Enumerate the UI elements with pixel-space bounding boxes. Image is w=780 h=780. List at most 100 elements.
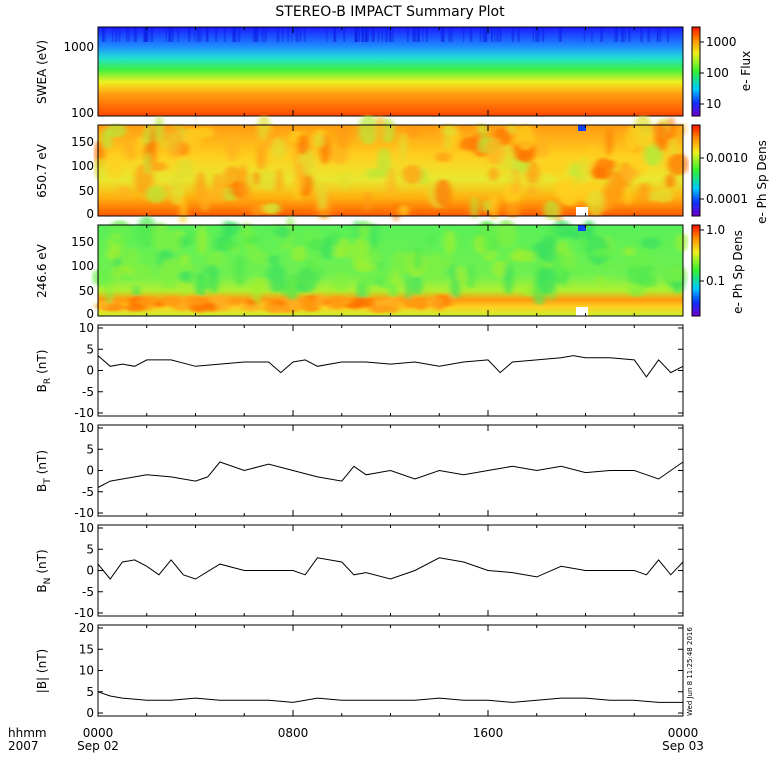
pad246-blob <box>412 276 423 296</box>
pad246-blob <box>178 262 195 272</box>
pad246-blob <box>443 229 456 254</box>
br-ytick-label: 10 <box>79 321 94 335</box>
pad650-blob <box>643 134 654 148</box>
pad246-blob <box>95 302 111 310</box>
bmag-panel: 20 15 10 5 0 |B| (nT) <box>35 621 684 720</box>
swea-streak <box>232 27 235 42</box>
swea-streak <box>303 27 306 42</box>
pad246-blob <box>105 248 121 260</box>
pad246-blob <box>372 251 379 264</box>
pad246-texture <box>91 215 689 315</box>
swea-streak <box>254 27 257 42</box>
pad246-blob <box>356 297 376 307</box>
pad246-blob <box>255 278 270 292</box>
swea-streak <box>624 27 626 42</box>
pad246-blob <box>495 219 517 249</box>
swea-streak <box>373 27 375 42</box>
swea-streak <box>614 27 617 42</box>
pad246-ytick: 50 <box>79 284 94 298</box>
pad650-blob <box>508 170 516 186</box>
swea-streak <box>628 27 631 42</box>
pad650-blob <box>560 175 582 207</box>
bt-panel: 10 5 0 -5 -10 BT(nT) <box>35 421 684 520</box>
swea-streak <box>377 27 380 42</box>
swea-streak <box>482 27 484 42</box>
swea-streak <box>499 27 502 42</box>
pad650-blob <box>537 133 549 159</box>
swea-streak <box>165 27 168 42</box>
pad246-blob <box>388 282 397 298</box>
swea-streak <box>201 27 203 42</box>
bmag-series-line <box>97 691 683 703</box>
swea-streak <box>358 27 361 42</box>
pad246-blob <box>146 252 155 263</box>
swea-streak <box>413 27 417 42</box>
swea-streak <box>264 27 267 42</box>
br-frame <box>97 324 684 417</box>
swea-heatmap <box>98 27 683 116</box>
colorbar-pad246-label: e- Ph Sp Dens <box>731 230 745 314</box>
pad650-blob <box>525 161 540 185</box>
pad246-blob <box>161 258 181 276</box>
colorbar-swea-tick: 10 <box>706 97 721 111</box>
pad246-blob <box>291 245 307 262</box>
pad246-gap <box>576 307 588 316</box>
pad650-blob <box>154 116 164 143</box>
bt-ylabel: BT(nT) <box>35 450 53 492</box>
bn-ytick-label: 10 <box>79 521 94 535</box>
swea-streak <box>391 27 394 42</box>
pad650-blob <box>317 180 328 211</box>
pad246-blob <box>537 267 557 295</box>
pad246-blob <box>466 263 475 289</box>
swea-streak <box>168 27 171 42</box>
pad650-blob <box>93 157 106 180</box>
swea-streak <box>389 27 392 42</box>
pad246-blob <box>209 264 219 294</box>
swea-streak <box>295 27 299 42</box>
swea-streak <box>484 27 488 42</box>
pad650-blob <box>638 182 651 204</box>
pad650-blob <box>105 123 127 138</box>
pad650-blob <box>144 152 151 175</box>
swea-streak <box>425 27 428 42</box>
bt-ticks: 10 5 0 -5 -10 <box>74 421 683 520</box>
pad650-blob <box>108 159 122 181</box>
swea-streak <box>143 27 147 42</box>
swea-streak <box>354 27 357 42</box>
pad650-blob <box>297 134 309 155</box>
swea-streak <box>560 27 562 42</box>
pad246-blob <box>206 251 226 268</box>
swea-streak <box>146 27 148 42</box>
pad246-blob <box>219 240 237 250</box>
colorbar-pad246: 1.0 0.1 e- Ph Sp Dens <box>691 223 745 317</box>
swea-streak <box>326 27 328 42</box>
swea-streak <box>256 27 259 42</box>
swea-streak <box>102 27 106 42</box>
colorbar-swea-tick: 100 <box>706 66 729 80</box>
swea-streak <box>591 27 593 42</box>
pad246-blob <box>370 222 378 250</box>
pad246-blob <box>161 296 183 307</box>
swea-streak <box>207 27 209 42</box>
pad650-blob <box>375 114 385 143</box>
pad246-blob <box>310 252 321 273</box>
swea-streak <box>354 27 358 42</box>
swea-streak <box>621 27 624 42</box>
pad246-blob <box>327 232 341 246</box>
pad650-blob <box>435 152 452 163</box>
pad650-blob <box>516 123 535 151</box>
pad246-blob <box>675 233 689 252</box>
pad650-blob <box>199 186 211 212</box>
pad246-blob <box>179 271 189 282</box>
swea-streak <box>282 27 284 42</box>
swea-yaxis: 1000 100 SWEA (eV) <box>35 40 94 120</box>
bn-ticks: 10 5 0 -5 -10 <box>74 521 683 620</box>
swea-streak <box>112 27 114 42</box>
pad246-blob <box>321 241 333 260</box>
swea-streak <box>381 27 384 42</box>
bn-ytick-label: 5 <box>86 542 94 556</box>
pad650-blob <box>339 171 350 191</box>
swea-streak <box>168 27 172 42</box>
pad650-blob <box>365 168 383 179</box>
